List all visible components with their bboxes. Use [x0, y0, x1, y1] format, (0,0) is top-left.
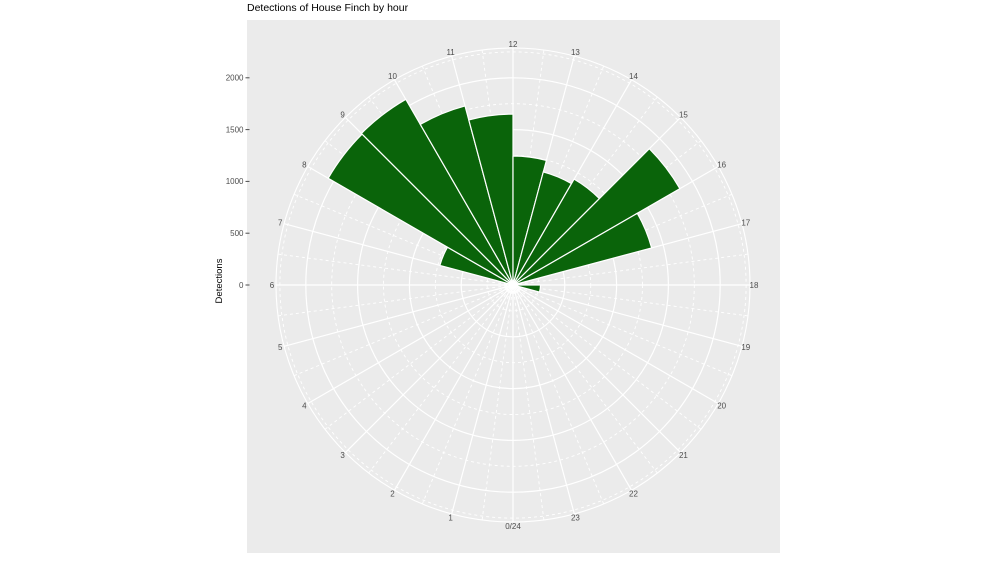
- hour-label-12: 12: [509, 40, 518, 49]
- hour-label-7: 7: [278, 218, 283, 227]
- grid-spoke-major: [512, 284, 682, 454]
- hour-label-2: 2: [390, 490, 395, 499]
- hour-label-9: 9: [340, 110, 345, 119]
- grid-spoke-major: [512, 284, 743, 347]
- hour-label-15: 15: [679, 110, 688, 119]
- hour-label-3: 3: [340, 451, 345, 460]
- bar-hour-15: [512, 148, 681, 286]
- r-tick-label-0: 0: [239, 281, 244, 290]
- hour-label-4: 4: [302, 401, 307, 410]
- hour-label-22: 22: [629, 490, 638, 499]
- hour-label-19: 19: [741, 343, 750, 352]
- hour-label-23: 23: [571, 514, 580, 523]
- grid-spoke-major: [512, 284, 719, 405]
- hour-label-0-24: 0/24: [505, 522, 521, 531]
- grid-spoke-major: [393, 284, 514, 491]
- grid-spoke-major: [307, 284, 514, 405]
- hour-label-11: 11: [446, 48, 455, 57]
- hour-label-20: 20: [717, 401, 726, 410]
- grid-spoke-major: [512, 284, 575, 515]
- hour-label-21: 21: [679, 451, 688, 460]
- r-tick-label-1500: 1500: [226, 125, 244, 134]
- hour-label-5: 5: [278, 343, 283, 352]
- hour-label-6: 6: [270, 281, 275, 290]
- hour-label-10: 10: [388, 72, 397, 81]
- grid-spoke-major: [283, 284, 514, 347]
- hour-label-8: 8: [302, 160, 307, 169]
- hour-label-16: 16: [717, 160, 726, 169]
- bar-hour-16: [512, 212, 653, 286]
- bar-hour-9: [360, 98, 514, 286]
- r-tick-label-1000: 1000: [226, 177, 244, 186]
- hour-label-1: 1: [448, 514, 453, 523]
- bar-hour-10: [419, 105, 514, 286]
- grid-spoke-major: [512, 284, 633, 491]
- hour-label-18: 18: [750, 281, 759, 290]
- grid-spoke-major: [451, 284, 514, 515]
- grid-spoke-major: [344, 284, 514, 454]
- bar-hour-18: [512, 284, 542, 293]
- r-tick-label-2000: 2000: [226, 74, 244, 83]
- plot-title: Detections of House Finch by hour: [247, 2, 409, 14]
- hour-label-13: 13: [571, 48, 580, 57]
- r-tick-label-500: 500: [230, 229, 244, 238]
- hour-label-17: 17: [741, 218, 750, 227]
- hour-label-14: 14: [629, 72, 638, 81]
- bar-hour-11: [468, 113, 514, 286]
